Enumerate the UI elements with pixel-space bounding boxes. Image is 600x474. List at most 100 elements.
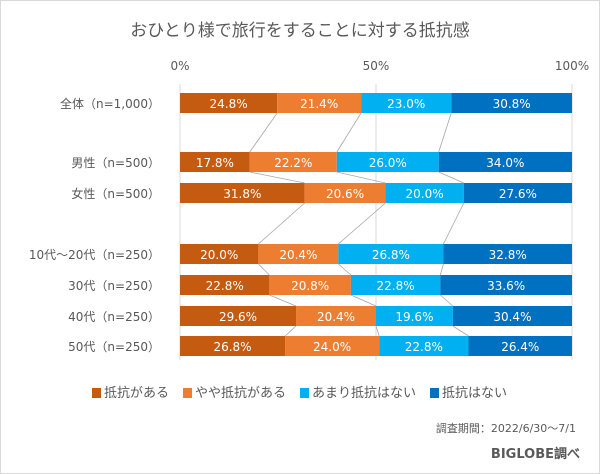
bar-segment: [452, 306, 572, 326]
x-tick-label: 100%: [555, 59, 589, 73]
category-label: 全体（n=1,000）: [60, 96, 160, 111]
bar-segment: [180, 93, 278, 113]
bar-segment: [277, 93, 362, 113]
data-label: 26.8%: [213, 340, 251, 354]
connector-line: [249, 112, 278, 153]
bar-segment: [385, 183, 464, 203]
bar-segment: [336, 152, 439, 172]
data-label: 20.4%: [317, 310, 355, 324]
data-label: 32.8%: [489, 248, 527, 262]
data-label: 30.8%: [493, 97, 531, 111]
bar-segment: [443, 244, 572, 264]
bar-segment: [180, 336, 286, 356]
legend-item: あまり抵抗はない: [300, 382, 416, 401]
category-label: 男性（n=500）: [71, 156, 160, 170]
category-label: 40代（n=250）: [68, 310, 160, 324]
connector-line: [258, 263, 270, 276]
legend-swatch: [92, 388, 101, 398]
connector-line: [439, 263, 444, 276]
data-label: 29.6%: [219, 310, 257, 324]
data-label: 24.8%: [210, 97, 248, 111]
connector-line: [438, 171, 464, 184]
connector-line: [269, 294, 297, 307]
legend-swatch: [300, 388, 310, 398]
bar-segment: [249, 152, 337, 172]
legend-item: 抵抗がある: [92, 382, 169, 401]
data-label: 26.0%: [369, 156, 407, 170]
category-label: 女性（n=500）: [71, 186, 160, 201]
data-label: 23.0%: [387, 97, 425, 111]
data-label: 20.0%: [200, 248, 238, 262]
x-tick-label: 50%: [363, 59, 390, 73]
x-tick-label: 0%: [170, 59, 189, 73]
data-label: 33.6%: [487, 279, 525, 293]
data-label: 20.4%: [279, 248, 317, 262]
data-label: 20.0%: [406, 187, 444, 201]
connector-line: [452, 325, 469, 337]
bar-segment: [258, 244, 339, 264]
connector-line: [284, 325, 297, 337]
data-label: 19.6%: [395, 310, 433, 324]
bar-segment: [285, 336, 380, 356]
connector-line: [338, 202, 386, 245]
legend-item: 抵抗はない: [430, 382, 507, 401]
legend-swatch: [430, 388, 440, 398]
data-label: 31.8%: [223, 187, 261, 201]
connector-line: [375, 325, 380, 337]
category-label: 30代（n=250）: [68, 279, 160, 293]
bar-segment: [350, 275, 441, 295]
legend-label: やや抵抗がある: [195, 386, 287, 401]
data-label: 22.8%: [377, 279, 415, 293]
bar-segment: [180, 152, 250, 172]
data-label: 21.4%: [300, 97, 338, 111]
data-label: 20.6%: [326, 187, 364, 201]
bar-segment: [269, 275, 351, 295]
legend-label: あまり抵抗はない: [312, 386, 417, 401]
data-label: 20.8%: [291, 279, 329, 293]
data-label: 22.8%: [405, 340, 443, 354]
bar-segment: [376, 306, 453, 326]
connector-line: [438, 112, 452, 153]
legend: 抵抗がある やや抵抗がある あまり抵抗はない 抵抗はない: [92, 382, 507, 401]
bar-segment: [440, 275, 572, 295]
data-label: 24.0%: [313, 340, 351, 354]
chart-title: おひとり様で旅行をすることに対する抵抗感: [130, 21, 470, 41]
bar-segment: [379, 336, 469, 356]
connector-line: [249, 171, 305, 184]
bar-segment: [296, 306, 376, 326]
data-label: 34.0%: [486, 156, 524, 170]
category-label: 50代（n=250）: [68, 340, 160, 354]
bar-segment: [180, 183, 305, 203]
connector-line: [336, 171, 386, 184]
data-label: 26.8%: [372, 248, 410, 262]
legend-label: 抵抗がある: [104, 386, 170, 401]
connector-line: [336, 112, 362, 153]
bar-segment: [180, 275, 270, 295]
bar-segment: [361, 93, 452, 113]
legend-item: やや抵抗がある: [183, 382, 286, 401]
bar-segment: [304, 183, 386, 203]
data-label: 22.2%: [274, 156, 312, 170]
bar-segment: [438, 152, 572, 172]
data-label: 22.8%: [206, 279, 244, 293]
connector-line: [350, 294, 377, 307]
data-label: 27.6%: [499, 187, 537, 201]
data-label: 17.8%: [196, 156, 234, 170]
data-label: 30.4%: [493, 310, 531, 324]
connector-line: [338, 263, 352, 276]
source-label: BIGLOBE調べ: [490, 447, 580, 462]
connector-line: [258, 202, 305, 245]
bar-segment: [468, 336, 572, 356]
bar-segment: [180, 306, 297, 326]
bar-segment: [338, 244, 444, 264]
legend-label: 抵抗はない: [442, 386, 508, 401]
connector-line: [443, 202, 465, 245]
legend-swatch: [183, 388, 193, 398]
data-label: 26.4%: [501, 340, 539, 354]
bar-segment: [451, 93, 572, 113]
survey-period: 調査期間：2022/6/30～7/1: [435, 422, 576, 435]
bar-segment: [463, 183, 572, 203]
connector-line: [440, 294, 454, 307]
bar-segment: [180, 244, 259, 264]
